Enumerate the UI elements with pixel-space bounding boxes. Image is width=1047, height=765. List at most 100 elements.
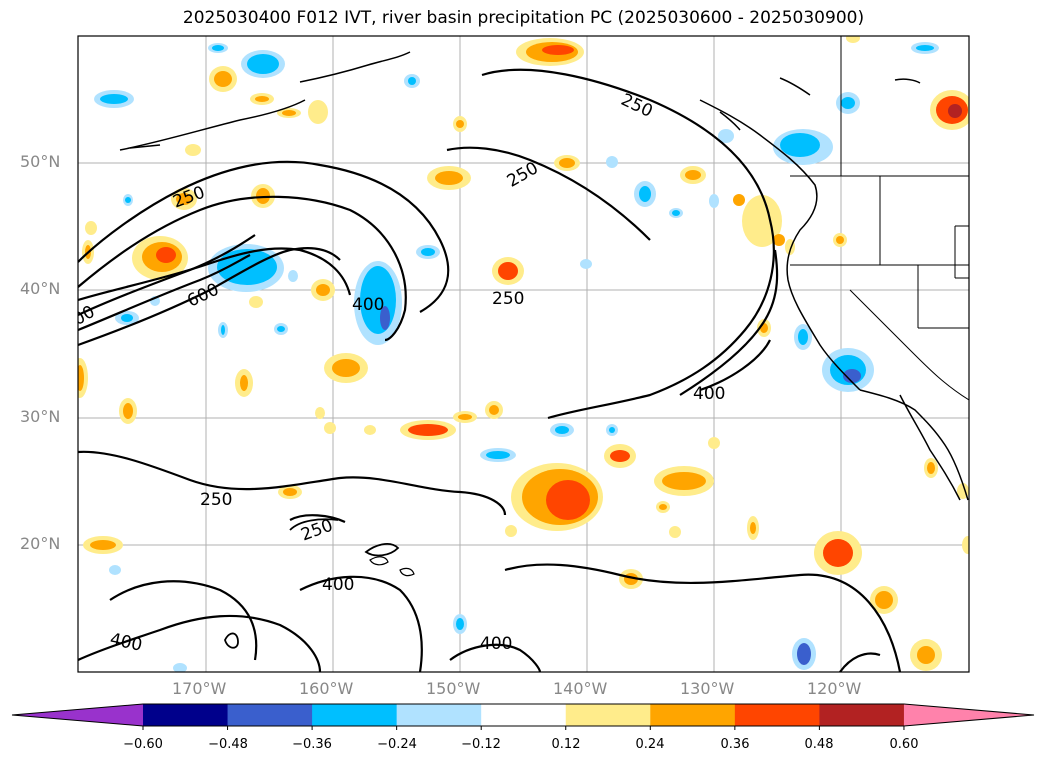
colorbar-segment [227, 704, 313, 726]
colorbar-segment [819, 704, 905, 726]
precip-positive-area [773, 234, 785, 246]
precip-positive-area [283, 488, 297, 496]
coastline-island [719, 111, 741, 131]
precip-positive-area [255, 96, 269, 102]
precip-positive-area [364, 425, 376, 435]
precip-positive-area [156, 247, 176, 263]
ivt-contour-250 [446, 146, 651, 241]
precip-positive-area [948, 104, 962, 118]
precip-positive-area [249, 296, 263, 308]
precip-positive-area [750, 522, 756, 534]
precip-negative-area [380, 306, 390, 330]
ivt-contour-400 [78, 195, 407, 342]
colorbar-tick-label: −0.36 [292, 737, 332, 752]
precip-positive-area [685, 170, 701, 180]
precip-negative-area [797, 643, 811, 665]
precip-positive-area [546, 480, 590, 520]
colorbar-tick-label: 0.60 [889, 737, 919, 752]
precip-positive-area [559, 158, 575, 168]
lat-label-40n: 40°N [20, 279, 61, 298]
colorbar-tick-label: 0.36 [720, 737, 750, 752]
precip-positive-area [408, 424, 448, 436]
precip-positive-area [185, 144, 201, 156]
ivt-contour-250 [78, 450, 507, 516]
precip-positive-area [214, 71, 232, 87]
colorbar-tick-label: −0.60 [123, 737, 163, 752]
precip-negative-area [639, 186, 651, 202]
ivt-contour-400 [504, 563, 902, 672]
precip-positive-area [505, 525, 517, 537]
precip-negative-area [221, 325, 225, 335]
precip-positive-area [308, 100, 328, 124]
precip-positive-area [498, 262, 518, 280]
ivt-contour-400 [299, 575, 423, 672]
lon-label-120w: 120°W [807, 679, 862, 698]
precip-positive-area [846, 36, 860, 43]
precip-positive-area [332, 359, 360, 377]
colorbar-extend-max [903, 704, 1034, 726]
colorbar-tick-label: 0.12 [551, 737, 581, 752]
lon-label-130w: 130°W [680, 679, 735, 698]
precip-positive-area [176, 193, 192, 205]
contour-label: 250 [492, 289, 524, 309]
precip-negative-area [173, 663, 187, 672]
precip-negative-area [580, 259, 592, 269]
contour-label: 400 [322, 575, 354, 595]
precip-negative-area [718, 129, 734, 143]
precip-positive-area [962, 536, 969, 554]
precip-negative-area [709, 194, 719, 208]
lon-label-160w: 160°W [299, 679, 354, 698]
ivt-contour-400 [78, 614, 322, 672]
precip-positive-area [927, 462, 935, 474]
ivt-contour-400 [78, 247, 352, 302]
precip-negative-area [672, 210, 680, 216]
colorbar-extend-min [12, 704, 143, 726]
coastline-island [894, 78, 921, 84]
contour-label: 250 [200, 490, 232, 510]
ivt-contour-400 [679, 249, 779, 396]
coastline-aleutians [129, 144, 161, 149]
ivt-contour-250 [78, 160, 450, 313]
colorbar-tick-label: −0.12 [461, 737, 501, 752]
colorbar-segment [143, 704, 229, 726]
precip-negative-area [486, 451, 510, 459]
ivt-contour-400 [109, 580, 258, 661]
ivt-contour-600 [78, 254, 251, 332]
ivt-contours-thin [224, 518, 400, 649]
colorbar-tick-label: −0.48 [208, 737, 248, 752]
precip-negative-area [609, 427, 615, 433]
colorbar-tick-label: −0.24 [377, 737, 417, 752]
chart-title: 2025030400 F012 IVT, river basin precipi… [182, 8, 865, 28]
lat-label-20n: 20°N [20, 534, 61, 553]
ivt-contour-250 [481, 68, 775, 420]
contour-label: 400 [693, 384, 725, 404]
lat-label-50n: 50°N [20, 152, 61, 171]
precip-positive-area [456, 120, 464, 128]
precip-negative-area [212, 45, 224, 51]
colorbar-tick-label: 0.48 [804, 737, 834, 752]
precip-positive-area [240, 375, 248, 391]
precip-positive-area [78, 365, 84, 391]
precip-negative-area [841, 97, 855, 109]
ivt-contour-400 [699, 339, 771, 392]
precip-positive-area [733, 194, 745, 206]
ivt-contour-400 [839, 652, 881, 672]
colorbar-segment [312, 704, 398, 726]
colorbar [11, 703, 1035, 730]
precip-negative-area [421, 248, 435, 256]
lon-label-140w: 140°W [553, 679, 608, 698]
precip-negative-area [109, 565, 121, 575]
lon-label-170w: 170°W [172, 679, 227, 698]
colorbar-segment [565, 704, 651, 726]
precip-positive-area [435, 171, 463, 185]
coastline-aleutians [119, 99, 306, 151]
precip-negative-area [456, 618, 464, 630]
hawaii-islands [369, 556, 415, 577]
precip-negative-area [555, 426, 569, 434]
precip-negative-area [125, 197, 131, 203]
state-borders [790, 36, 969, 401]
coastline-alaska [299, 51, 411, 83]
precip-positive-area [836, 236, 844, 244]
precip-positive-area [458, 414, 472, 420]
